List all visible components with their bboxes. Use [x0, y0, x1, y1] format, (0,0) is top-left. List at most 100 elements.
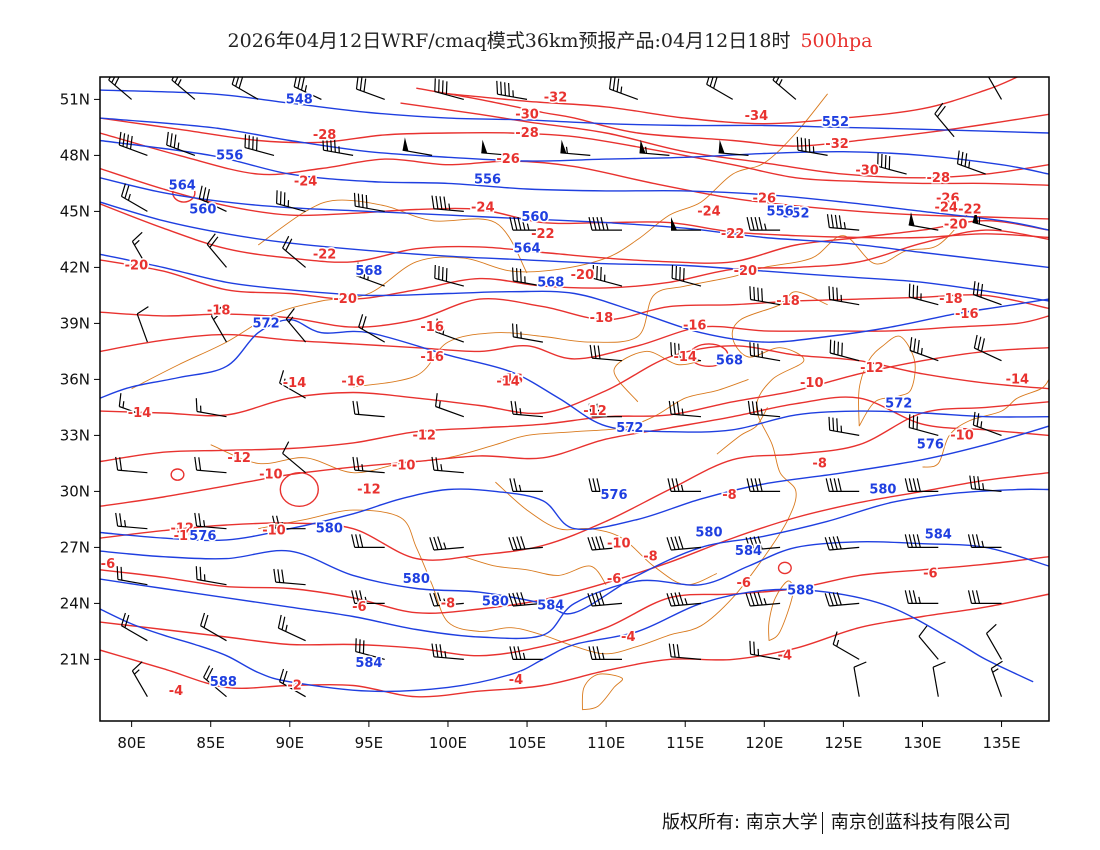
temperature-contour--4 [100, 556, 1049, 657]
wind-barb [355, 262, 385, 287]
wind-barb [195, 566, 227, 586]
x-tick-label: 130E [903, 734, 941, 752]
temperature-contour-label: -10 [607, 537, 631, 552]
temperature-contour-label: -26 [753, 191, 777, 206]
temperature-contour--12 [100, 347, 1049, 463]
temperature-contour-label: -6 [923, 567, 937, 582]
height-contour-label: 548 [286, 92, 313, 107]
x-tick-label: 100E [429, 734, 467, 752]
temperature-contour-label: -6 [101, 557, 115, 572]
wind-barb [668, 643, 702, 660]
wind-barb [203, 665, 227, 698]
wind-barb [358, 314, 385, 343]
copyright-footer: 版权所有: 南京大学 南京创蓝科技有限公司 [662, 808, 1011, 834]
closed-temperature-contour [172, 182, 196, 203]
wind-barb [273, 568, 306, 586]
height-contour-564 [100, 201, 1049, 302]
wind-barb [116, 566, 148, 586]
temperature-contour-label: -22 [313, 247, 337, 262]
wind-barb [588, 646, 622, 661]
temperature-contour-label: -32 [544, 91, 568, 106]
wind-barb [115, 456, 148, 474]
wind-barb [749, 640, 781, 660]
height-contour-label: 580 [869, 483, 896, 498]
temperature-contour-label: -16 [499, 372, 523, 387]
wind-barb [560, 139, 591, 156]
copyright-right: 南京创蓝科技有限公司 [830, 812, 1011, 833]
wind-barb [904, 590, 939, 605]
x-tick-label: 90E [276, 734, 305, 752]
x-tick-label: 125E [824, 734, 862, 752]
height-contour-label: 560 [521, 210, 548, 225]
wind-barb [352, 456, 385, 474]
wind-barb [967, 534, 1002, 549]
wind-barb [908, 212, 939, 231]
height-contour-580 [100, 488, 1049, 615]
wind-barb [509, 646, 543, 661]
wind-barb [508, 536, 543, 551]
wind-barb [588, 478, 622, 492]
closed-temperature-contour [279, 472, 319, 508]
temperature-contour-label: -14 [283, 376, 307, 391]
wind-barb [279, 370, 306, 399]
temperature-contour-label: -8 [441, 596, 455, 611]
temperature-contour-label: -16 [955, 307, 979, 322]
temperature-contour--20 [100, 229, 1049, 300]
wind-barb [589, 344, 623, 362]
y-tick-label: 24N [60, 594, 90, 612]
temperature-contour--26 [100, 132, 1049, 220]
wind-barb [351, 534, 385, 549]
wind-barb [435, 318, 465, 343]
wind-barb [967, 590, 1002, 605]
temperature-contour-label: -16 [683, 318, 707, 333]
wind-barb [118, 131, 148, 156]
temperature-contour--6 [100, 472, 1049, 614]
temperature-contour-label: -32 [825, 137, 849, 152]
height-contour-label: 588 [787, 583, 814, 598]
height-contour-556 [100, 139, 1049, 231]
wind-barb [195, 398, 227, 418]
boundary-line [258, 291, 828, 655]
temperature-contour--24 [100, 167, 1049, 239]
temperature-contour-label: -8 [812, 456, 826, 471]
temperature-contour--8 [100, 401, 1049, 561]
boundary-line [768, 580, 794, 642]
height-contour-label: 568 [716, 354, 743, 369]
temperature-contour-label: -10 [392, 458, 416, 473]
wind-barb [796, 136, 828, 156]
map-title: 2026年04月12日WRF/cmaq模式36km预报产品:04月12日18时 5… [0, 26, 1100, 53]
temperature-contour-label: -8 [643, 550, 657, 565]
temperature-contour--22 [100, 203, 1049, 264]
temperature-contour-label: -30 [855, 163, 879, 178]
footer-divider [821, 812, 823, 834]
wind-barb [918, 625, 939, 660]
temperature-contour-label: -20 [333, 292, 357, 307]
wind-barb [429, 592, 464, 607]
temperature-contour-label: -8 [722, 488, 736, 503]
wind-barb [746, 216, 781, 231]
temperature-contour-label: -24 [471, 201, 495, 216]
wind-barb [512, 323, 544, 343]
wind-barb [351, 590, 385, 605]
height-contour-label: 576 [189, 529, 216, 544]
wind-barb [825, 478, 860, 492]
wind-barb [718, 139, 749, 156]
height-contour-552 [100, 117, 1049, 175]
wind-barb [706, 77, 733, 100]
wind-barb [826, 214, 860, 231]
height-contour-572 [100, 318, 1049, 433]
wind-barb [877, 152, 907, 175]
wind-barb [512, 267, 544, 287]
wind-barb [588, 216, 622, 231]
wind-barb [434, 78, 464, 100]
height-contour-label: 564 [513, 242, 540, 257]
height-contour-548 [100, 89, 1049, 134]
height-contour-label: 584 [925, 527, 952, 542]
wind-barb [592, 264, 623, 287]
temperature-contour--2 [100, 593, 1049, 698]
wind-barb [972, 281, 1002, 306]
wind-barb [429, 536, 464, 551]
y-tick-label: 36N [60, 370, 90, 388]
height-contour-label: 584 [735, 544, 762, 559]
wind-barb [282, 441, 306, 474]
